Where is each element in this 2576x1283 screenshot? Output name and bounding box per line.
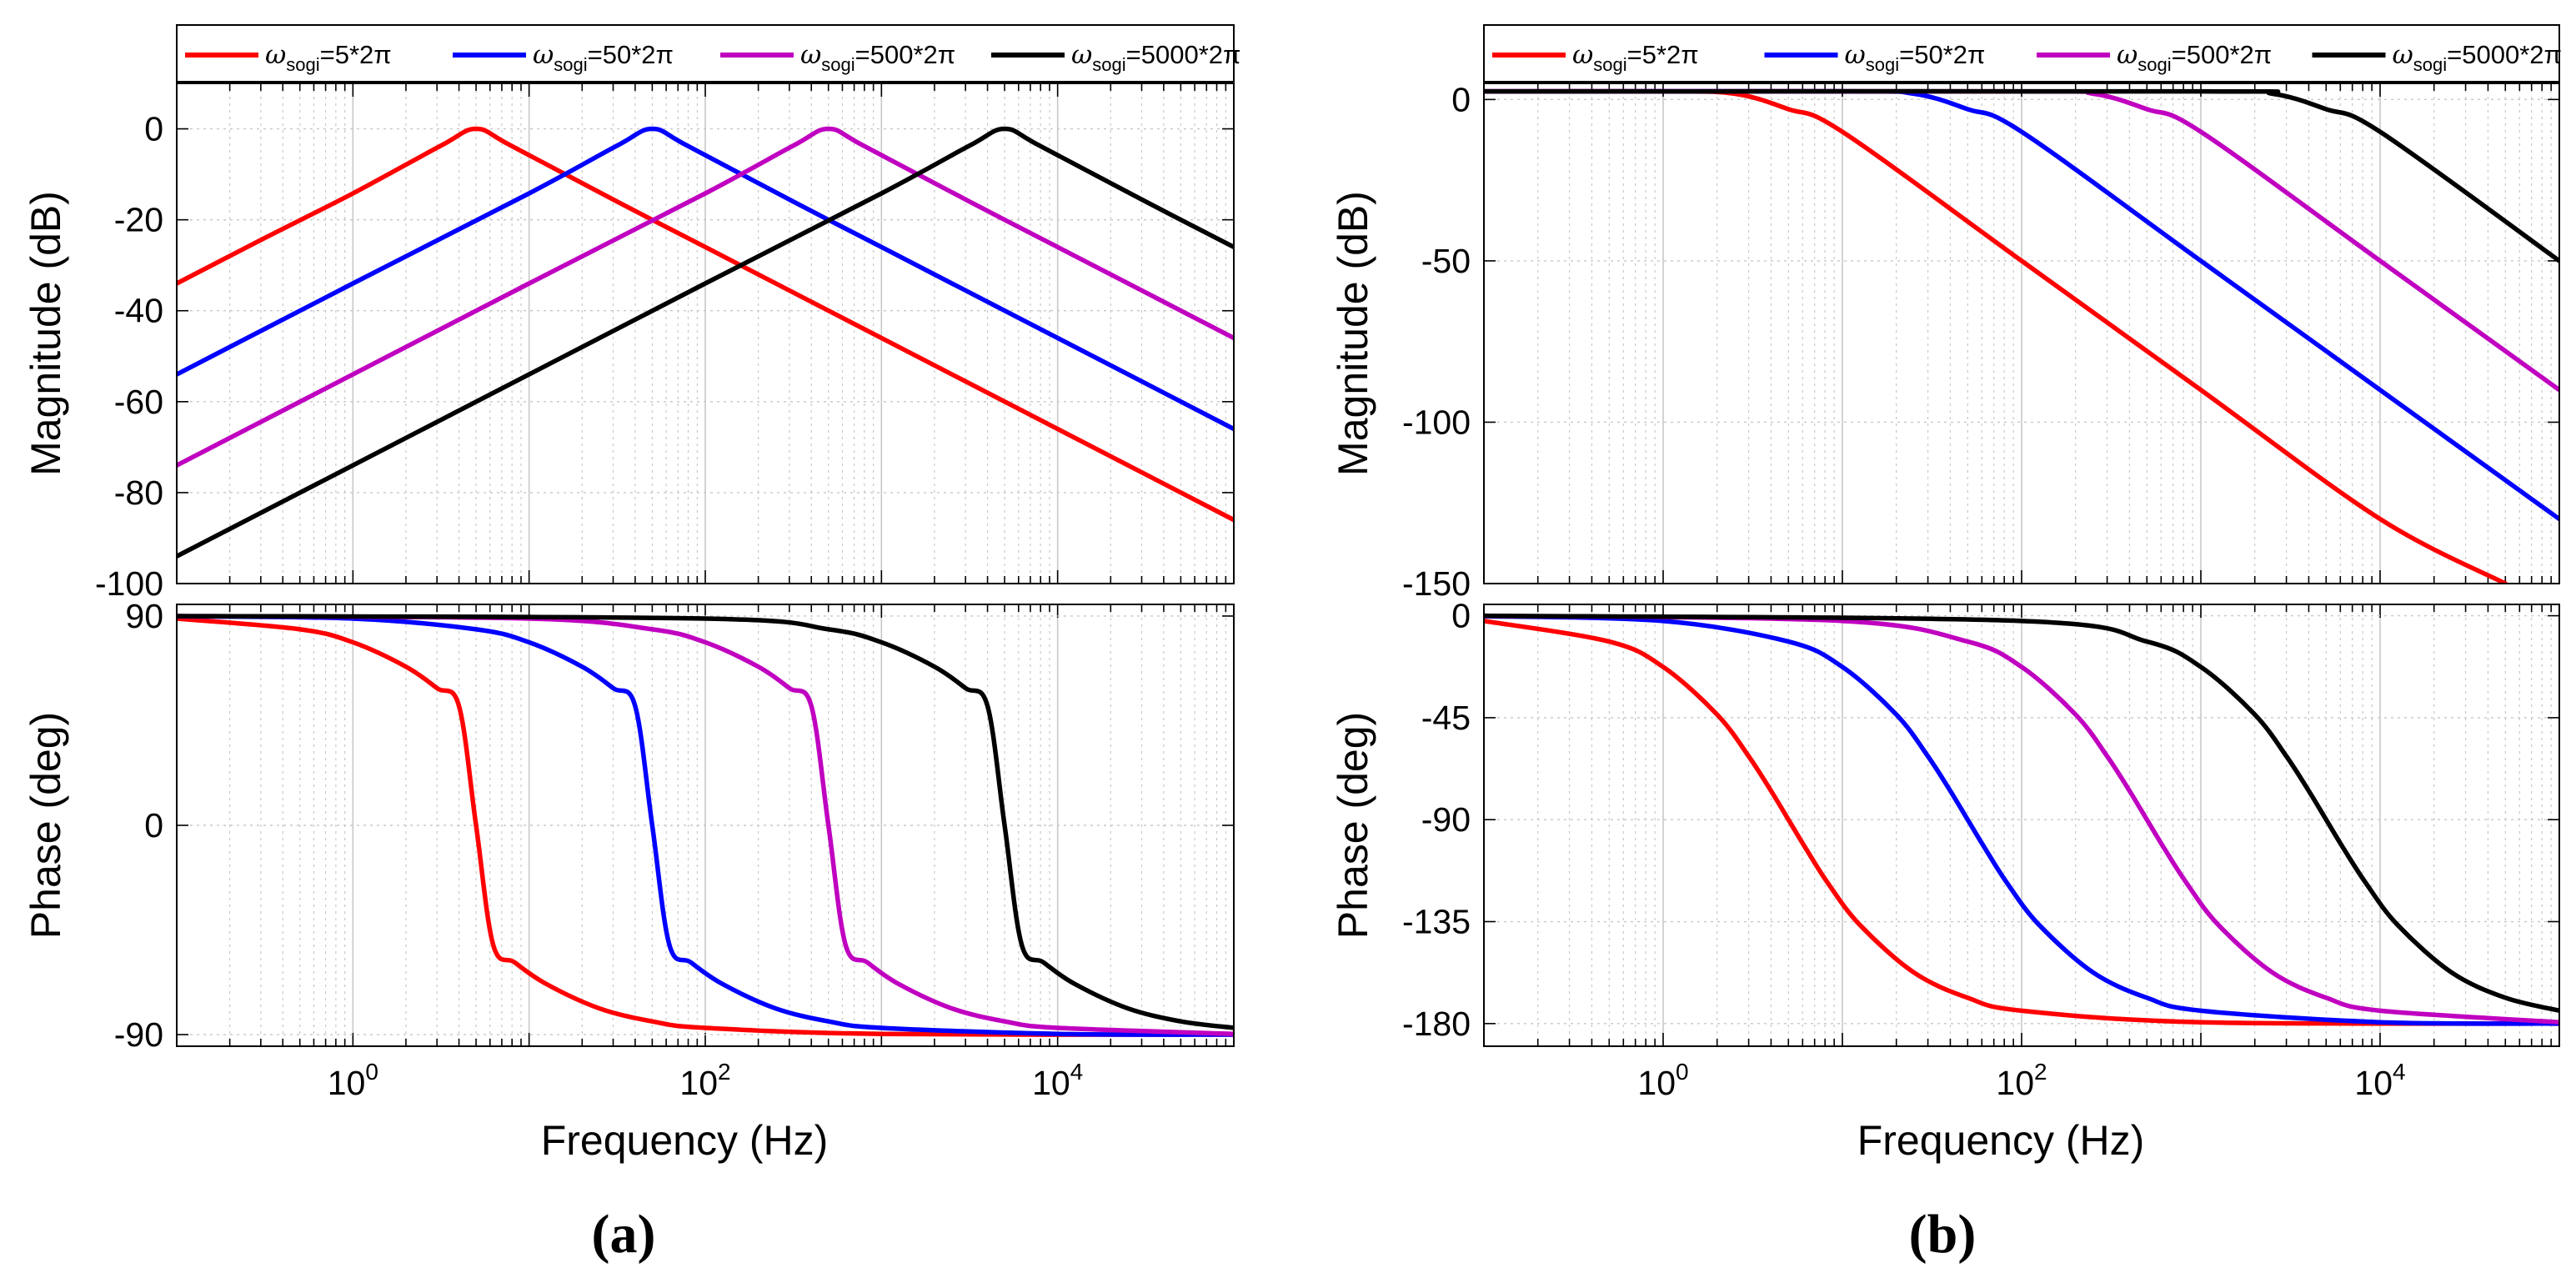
subfigure-label-b: (b) (1909, 1204, 1977, 1265)
y-axis-label: Phase (deg) (1330, 712, 1376, 939)
series-line-4 (177, 126, 1234, 559)
y-tick-label: -100 (95, 564, 163, 603)
legend-entry-1: ωsogi=5*2π (1572, 40, 1699, 75)
y-tick-label: -180 (1402, 1005, 1471, 1043)
legend-entry-1: ωsogi=5*2π (265, 40, 392, 75)
grid (177, 83, 1234, 584)
legend-entry-3: ωsogi=500*2π (2117, 40, 2272, 75)
y-tick-label: -150 (1402, 564, 1471, 603)
plot-frame (176, 83, 1235, 584)
x-tick-label: 104 (1032, 1059, 1083, 1102)
x-axis-label: Frequency (Hz) (1857, 1117, 2145, 1164)
y-tick-label: -90 (114, 1015, 163, 1054)
series-line-3 (1484, 613, 2559, 1025)
series-line-4 (1484, 88, 2559, 263)
series-lines (1484, 88, 2559, 584)
legend-entry-3: ωsogi=500*2π (800, 40, 955, 75)
plot-frame (1483, 83, 2560, 584)
y-tick-label: -20 (114, 201, 163, 239)
series-line-1 (177, 126, 1234, 523)
y-tick-label: -100 (1402, 403, 1471, 441)
y-tick-label: -135 (1402, 903, 1471, 941)
series-line-3 (177, 614, 1234, 1036)
y-tick-label: -60 (114, 383, 163, 421)
x-tick-label: 104 (2354, 1059, 2405, 1102)
x-tick-label: 100 (1637, 1059, 1688, 1102)
y-tick-label: 0 (1451, 80, 1471, 118)
plot-b-mag: 0 -50 -100 -150 Magnitude (dB) (1330, 80, 2560, 603)
series-line-2 (177, 614, 1234, 1037)
legend-b: ωsogi=5*2π ωsogi=50*2π ωsogi=500*2π ωsogi=5… (1483, 24, 2562, 83)
legend-entry-2: ωsogi=50*2π (1845, 40, 1986, 75)
y-tick-label: 0 (1451, 597, 1471, 635)
y-tick-label: -40 (114, 292, 163, 330)
series-line-1 (177, 616, 1234, 1037)
legend-a: ωsogi=5*2π ωsogi=50*2π ωsogi=500*2π ωsogi=5… (176, 24, 1240, 83)
series-line-4 (177, 614, 1234, 1030)
y-axis-label: Magnitude (dB) (1330, 191, 1376, 476)
y-axis-label: Phase (deg) (23, 712, 69, 939)
series-line-1 (1484, 619, 2559, 1026)
x-tick-label: 100 (328, 1059, 378, 1102)
y-tick-label: -80 (114, 474, 163, 512)
y-tick-label: -50 (1421, 242, 1471, 280)
y-axis-label: Magnitude (dB) (23, 191, 69, 476)
plot-frame (176, 604, 1235, 1047)
legend-entry-4: ωsogi=5000*2π (2393, 40, 2562, 75)
plot-a-phase: 90 0 -90 100 102 104 Phase (deg) Frequency (Hz) (23, 597, 1235, 1164)
legends: ωsogi=5*2π ωsogi=50*2π ωsogi=500*2π ωsogi=5… (176, 24, 2562, 83)
subfigure-label-a: (a) (592, 1204, 656, 1265)
x-axis-label: Frequency (Hz) (541, 1117, 829, 1164)
y-tick-label: -45 (1421, 699, 1471, 737)
y-tick-label: 0 (144, 110, 163, 148)
y-tick-label: 0 (144, 806, 163, 844)
x-tick-label: 102 (679, 1059, 730, 1102)
plot-frame (1483, 604, 2560, 1047)
series-lines (177, 614, 1234, 1037)
y-tick-label: -90 (1421, 800, 1471, 839)
series-line-4 (1484, 613, 2559, 1014)
plot-frames: 0 -20 -40 -60 -80 -100 Magnitude (dB) 90 0 -90 100… (23, 80, 2560, 1164)
grid (1484, 604, 2559, 1046)
plot-a-mag: 0 -20 -40 -60 -80 -100 Magnitude (dB) (23, 83, 1235, 603)
series-line-3 (177, 126, 1234, 468)
series-lines (1484, 613, 2559, 1026)
series-line-2 (1484, 614, 2559, 1026)
x-tick-label: 102 (1996, 1059, 2047, 1102)
series-line-2 (177, 126, 1234, 432)
plot-b-phase: 0 -45 -90 -135 -180 100 102 104 Phase (deg) Frequ… (1330, 597, 2560, 1164)
legend-entry-4: ωsogi=5000*2π (1071, 40, 1240, 75)
series-lines (177, 126, 1234, 559)
legend-entry-2: ωsogi=50*2π (533, 40, 674, 75)
y-tick-label: 90 (125, 597, 163, 635)
